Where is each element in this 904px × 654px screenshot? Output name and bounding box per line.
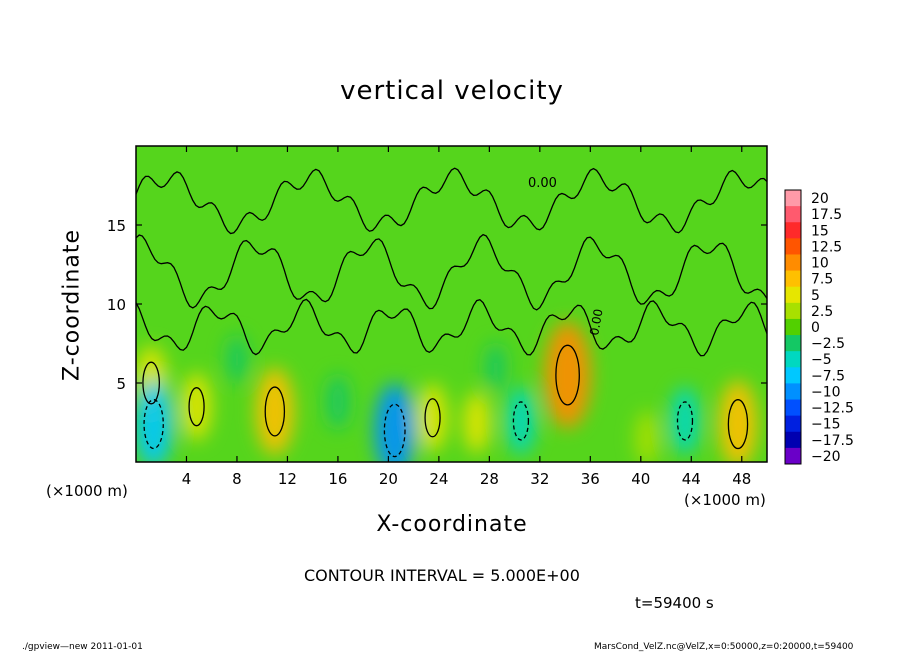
contour-0: [142, 361, 160, 405]
x-axis-unit-right: (×1000 m): [684, 491, 766, 509]
contour-interval-label: CONTOUR INTERVAL = 5.000E+00: [304, 566, 580, 585]
time-label: t=59400 s: [635, 594, 714, 612]
colorbar-segment: [785, 270, 801, 288]
colorbar-segment: [785, 318, 801, 336]
chart-title: vertical velocity: [340, 76, 564, 106]
colorbar-label: 15: [811, 223, 829, 239]
contour-6: [727, 399, 749, 450]
colorbar-segment: [785, 190, 801, 207]
colorbar-label: −20: [811, 449, 841, 465]
x-tick-label: 48: [732, 470, 751, 488]
contour-2: [264, 386, 286, 437]
x-tick-label: 12: [278, 470, 297, 488]
contour-5: [555, 344, 580, 406]
colorbar-segment: [785, 351, 801, 368]
colorbar-label: 7.5: [811, 272, 833, 288]
x-tick-label: 28: [480, 470, 499, 488]
x-tick-label: 36: [581, 470, 600, 488]
contour-11: [676, 401, 694, 441]
x-tick-label: 40: [631, 470, 650, 488]
colorbar-label: −2.5: [811, 336, 845, 352]
x-tick-label: 4: [182, 470, 192, 488]
updraft-5: [544, 321, 592, 429]
x-tick-label: 44: [682, 470, 701, 488]
x-axis-label: X-coordinate: [376, 512, 528, 537]
colorbar-label: −7.5: [811, 368, 845, 384]
colorbar-frame: [784, 189, 802, 465]
colorbar-label: 5: [811, 288, 820, 304]
colorbar-segment: [785, 367, 801, 384]
updraft-1: [181, 372, 212, 441]
x-axis-unit-left: (×1000 m): [46, 482, 128, 500]
colorbar-segment: [785, 302, 801, 320]
colorbar-segment: [785, 286, 801, 304]
downdraft-11: [669, 386, 700, 455]
colorbar-segment: [785, 431, 801, 449]
footer-program-label: ./gpview—new 2011-01-01: [22, 642, 143, 652]
colorbar-label: −12.5: [811, 401, 854, 417]
updraft-6: [718, 380, 758, 462]
contour-lines: [136, 167, 767, 458]
y-tick-label: 10: [107, 296, 126, 314]
colorbar-segment: [785, 254, 801, 272]
colorbar-label: −17.5: [811, 433, 854, 449]
plot-area: 0.00 0.00: [135, 145, 768, 463]
x-tick-label: 20: [379, 470, 398, 488]
x-tick-label: 32: [530, 470, 549, 488]
zero-contour-2: [136, 298, 767, 357]
zero-contour-1: [136, 233, 767, 311]
plot-background: [136, 146, 767, 462]
x-tick-label: 16: [328, 470, 347, 488]
zero-contour-0: [136, 167, 767, 235]
colorbar-segment: [785, 383, 801, 401]
contour-9: [383, 403, 406, 458]
y-axis-label: Z-coordinate: [59, 229, 85, 381]
colorbar-segment: [785, 206, 801, 223]
y-tick-label: 15: [107, 217, 126, 235]
colorbar-label: 20: [811, 191, 829, 207]
contour-3: [424, 398, 441, 438]
contour-8: [143, 399, 164, 450]
downdraft-9: [374, 383, 416, 462]
colorbar-segment: [785, 335, 801, 352]
velocity-field: [136, 321, 758, 462]
colorbar: 2017.51512.5107.552.50−2.5−5−7.5−10−12.5…: [784, 189, 854, 465]
updraft-2: [255, 367, 295, 456]
x-axis: 4 8 12 16 20 24 28 32 36 40 44 48: [182, 146, 751, 488]
colorbar-label: 10: [811, 256, 829, 272]
downdraft-8: [136, 380, 173, 462]
downdraft-14: [484, 342, 507, 392]
downdraft-10: [505, 386, 536, 455]
colorbar-label: 2.5: [811, 304, 833, 320]
contour-1: [188, 387, 205, 427]
colorbar-label: −10: [811, 384, 841, 400]
updraft-7: [634, 410, 660, 462]
contour-label-2: 0.00: [587, 308, 605, 337]
colorbar-segment: [785, 415, 801, 433]
updraft-3: [417, 383, 448, 452]
downdraft-13: [226, 334, 248, 384]
colorbar-segment: [785, 447, 801, 465]
y-axis: 5 10 15: [107, 217, 767, 393]
contour-10: [512, 401, 530, 441]
colorbar-label: −5: [811, 352, 832, 368]
x-tick-label: 8: [232, 470, 242, 488]
colorbar-label: 0: [811, 320, 820, 336]
footer-file-label: MarsCond_VelZ.nc@VelZ,x=0:50000,z=0:2000…: [594, 642, 854, 652]
downdraft-12: [325, 374, 351, 430]
colorbar-label: 17.5: [811, 207, 842, 223]
x-tick-label: 24: [429, 470, 448, 488]
contour-label: 0.00: [528, 176, 557, 191]
colorbar-segment: [785, 238, 801, 255]
colorbar-label: 12.5: [811, 239, 842, 255]
colorbar-segment: [785, 399, 801, 417]
colorbar-label: −15: [811, 417, 841, 433]
y-tick-label: 5: [116, 375, 126, 393]
updraft-4: [463, 391, 491, 454]
colorbar-segment: [785, 222, 801, 239]
